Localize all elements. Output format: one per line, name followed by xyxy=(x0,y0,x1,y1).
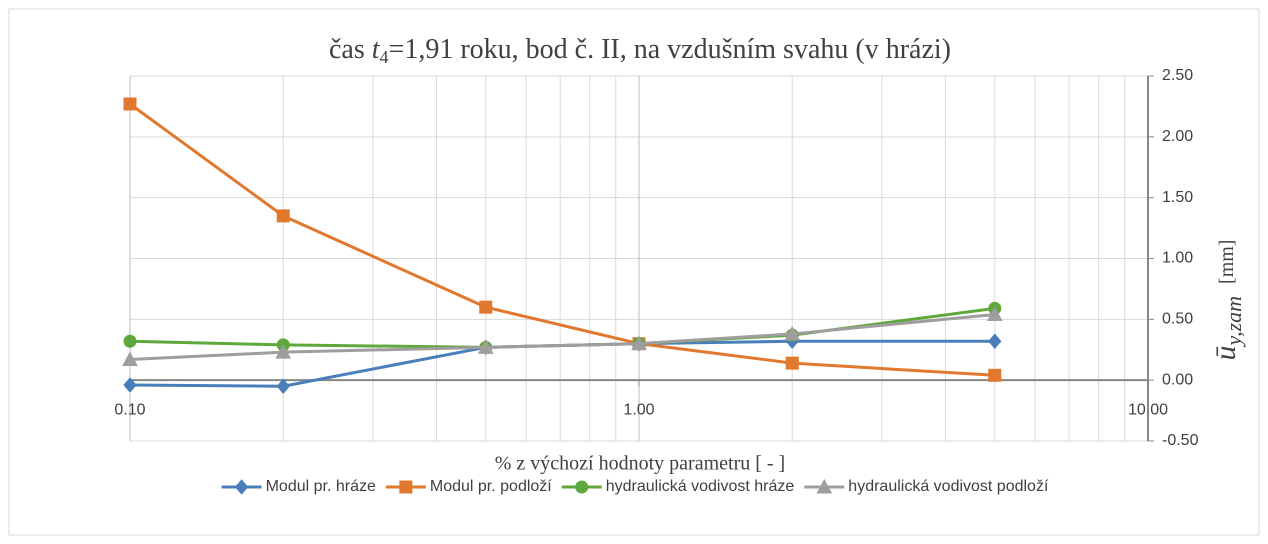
legend-item: Modul pr. hráze xyxy=(221,478,376,495)
y-tick-label: 2.00 xyxy=(1162,128,1193,145)
y-tick-label: 1.50 xyxy=(1162,189,1193,206)
marker xyxy=(123,377,137,393)
legend-item: hydraulická vodivost podloží xyxy=(804,478,1049,495)
y-tick-label: -0.50 xyxy=(1162,432,1199,449)
title-part: t xyxy=(372,34,381,65)
chart-frame xyxy=(8,8,1260,536)
y-tick-label: 0.50 xyxy=(1162,311,1193,328)
title-part: =1,91 roku, bod č. II, na vzdušním svahu… xyxy=(389,34,951,65)
marker xyxy=(123,334,137,348)
y-label-part: [mm] xyxy=(1216,240,1238,284)
title-part: 4 xyxy=(380,47,389,67)
chart-title: čas t4=1,91 roku, bod č. II, na vzdušním… xyxy=(329,34,951,67)
marker xyxy=(399,480,413,494)
marker xyxy=(986,306,1003,321)
marker xyxy=(276,209,290,223)
series-line xyxy=(129,102,995,377)
legend: Modul pr. hráze Modul pr. podloží hydrauli… xyxy=(221,478,1049,495)
legend-label: hydraulická vodivost hráze xyxy=(606,478,795,495)
marker xyxy=(123,97,137,111)
legend-label: hydraulická vodivost podloží xyxy=(848,478,1049,495)
legend-item: hydraulická vodivost hráze xyxy=(561,478,795,495)
y-tick-label: 2.50 xyxy=(1162,67,1193,84)
x-tick-label: 1.00 xyxy=(623,401,654,418)
y-tick-label: 1.00 xyxy=(1162,250,1193,267)
marker xyxy=(479,300,493,314)
y-label-part: ū xyxy=(1209,345,1242,360)
marker xyxy=(122,351,138,366)
marker xyxy=(575,480,589,494)
y-tick-label: 0.00 xyxy=(1162,371,1193,388)
series-line xyxy=(129,312,995,361)
marker xyxy=(477,339,494,354)
x-tick-label: 0.10 xyxy=(114,401,145,418)
title-part: čas xyxy=(329,34,372,65)
marker xyxy=(631,335,647,351)
y-axis-label: ūy,zam [mm] xyxy=(1209,240,1246,361)
marker xyxy=(988,333,1002,350)
marker xyxy=(785,356,799,370)
legend-item: Modul pr. podloží xyxy=(385,478,552,495)
marker xyxy=(234,479,249,495)
y-label-part: y,zam xyxy=(1221,296,1246,348)
legend-label: Modul pr. hráze xyxy=(266,478,376,495)
legend-label: Modul pr. podloží xyxy=(430,478,552,495)
marker xyxy=(988,368,1002,382)
x-axis-label: % z výchozí hodnoty parametru [ - ] xyxy=(495,453,785,475)
marker xyxy=(276,378,290,395)
marker xyxy=(816,478,833,494)
marker xyxy=(275,344,292,359)
marker xyxy=(784,325,801,341)
